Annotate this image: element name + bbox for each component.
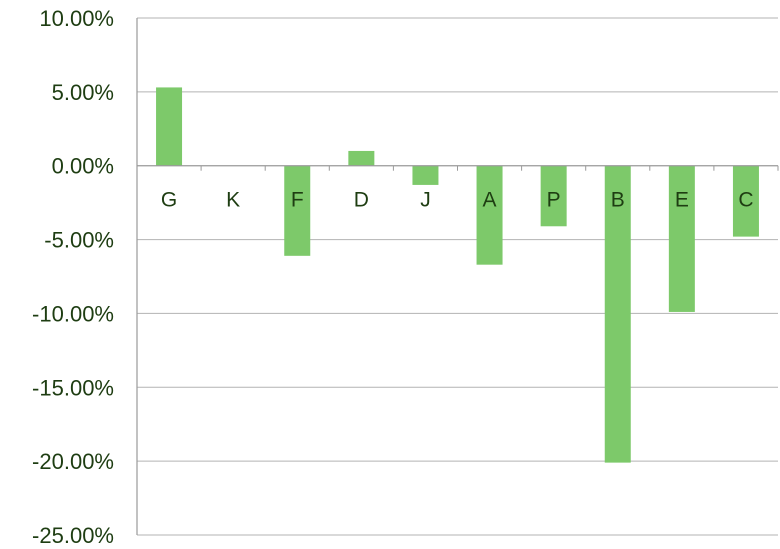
category-label: D bbox=[354, 189, 369, 212]
category-label: A bbox=[483, 189, 497, 212]
bar-c bbox=[732, 165, 759, 237]
category-label: C bbox=[738, 189, 753, 212]
bar-g bbox=[156, 87, 183, 166]
category-label: J bbox=[420, 189, 431, 212]
axes bbox=[136, 18, 779, 535]
y-axis-tick-labels: 10.00% 5.00% 0.00% -5.00% -10.00% -15.00% -20.… bbox=[32, 6, 114, 548]
y-tick-label: 5.00% bbox=[52, 80, 114, 105]
bar-j bbox=[412, 165, 439, 185]
bar-p bbox=[540, 165, 567, 227]
bars bbox=[156, 87, 759, 463]
gridlines bbox=[137, 17, 778, 536]
bar-a bbox=[476, 165, 503, 265]
category-label: E bbox=[675, 189, 689, 212]
category-label: K bbox=[226, 189, 240, 212]
y-tick-label: -10.00% bbox=[32, 301, 114, 326]
bar-b bbox=[604, 165, 631, 463]
category-label: P bbox=[547, 189, 561, 212]
bar-e bbox=[668, 165, 695, 312]
category-label: G bbox=[161, 189, 177, 212]
y-tick-label: 10.00% bbox=[39, 6, 114, 31]
y-tick-label: 0.00% bbox=[52, 154, 114, 179]
category-label: F bbox=[291, 189, 304, 212]
y-tick-label: -15.00% bbox=[32, 375, 114, 400]
category-label: B bbox=[611, 189, 625, 212]
bar-f bbox=[284, 165, 311, 256]
bar-d bbox=[348, 150, 375, 166]
y-tick-label: -25.00% bbox=[32, 523, 114, 548]
y-tick-label: -20.00% bbox=[32, 449, 114, 474]
y-tick-label: -5.00% bbox=[44, 228, 114, 253]
